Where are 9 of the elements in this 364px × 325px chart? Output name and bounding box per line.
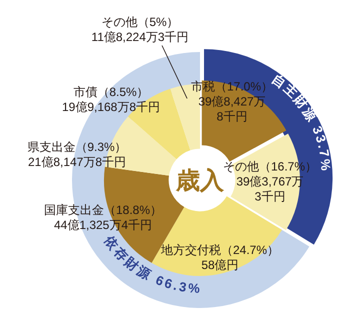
data-label: 33.7% bbox=[309, 124, 334, 172]
slice-label: その他（5%） 11億8,224万3千円 bbox=[91, 14, 189, 44]
slice-label: 地方交付税（24.7%） 58億円 bbox=[160, 242, 280, 272]
slice-label: 市債（8.5%） 19億9,168万8千円 bbox=[62, 84, 160, 114]
slice-label: 県支出金（9.3%） 21億8,147万8千円 bbox=[27, 140, 127, 169]
data-label: 66.3% bbox=[154, 272, 201, 296]
slice-label: 依存財源 bbox=[101, 232, 154, 283]
text: 歳入 bbox=[175, 168, 225, 195]
slice-label: 自主財源 bbox=[269, 71, 320, 124]
